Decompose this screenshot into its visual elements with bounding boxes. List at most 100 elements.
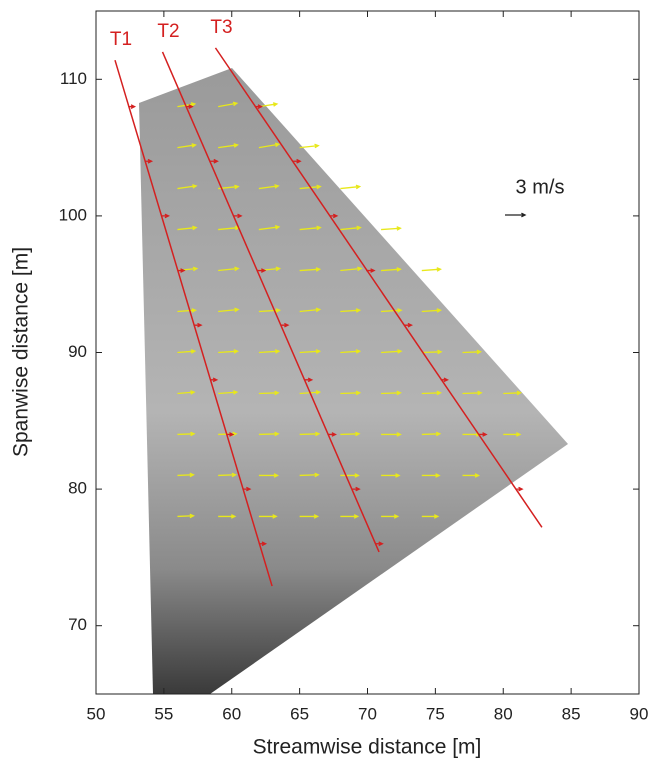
transect-vector (233, 213, 243, 219)
velocity-vector (421, 390, 442, 396)
transect-vector (280, 322, 290, 328)
background-image (139, 68, 568, 694)
velocity-vector (218, 390, 239, 395)
velocity-vector (381, 349, 403, 354)
velocity-vector (177, 184, 198, 190)
velocity-vector (258, 225, 281, 231)
transect-vector (478, 432, 488, 437)
reference-arrow (505, 212, 527, 218)
velocity-vector (258, 308, 282, 313)
y-tick-label: 100 (59, 205, 87, 224)
velocity-vector (340, 473, 360, 478)
x-axis-title: Streamwise distance [m] (253, 736, 482, 759)
transect-vector (305, 377, 314, 383)
velocity-vector (218, 143, 239, 149)
velocity-vector (381, 390, 402, 396)
transect-vector (177, 268, 186, 273)
velocity-vector (218, 349, 239, 354)
velocity-vector (177, 308, 197, 313)
y-tick-label: 90 (68, 342, 87, 361)
velocity-vector (299, 514, 320, 519)
transect-label: T2 (157, 21, 179, 42)
transect-vector (193, 322, 203, 328)
velocity-vector (299, 431, 321, 437)
velocity-vector (177, 349, 197, 354)
velocity-vector (177, 431, 196, 437)
velocity-vector (299, 225, 322, 231)
velocity-vector (462, 349, 483, 355)
reference-label: 3 m/s (516, 176, 565, 198)
velocity-vector (299, 267, 322, 272)
velocity-vector (218, 307, 240, 313)
velocity-vector (340, 225, 362, 231)
transect-vector (185, 104, 194, 109)
transect-line (161, 51, 380, 553)
velocity-vector (258, 184, 280, 190)
transect-vector (366, 268, 376, 273)
transect-vector (257, 268, 267, 273)
velocity-vector (177, 143, 197, 149)
transect-vector (144, 158, 154, 164)
velocity-vector (258, 349, 281, 354)
velocity-vector (340, 184, 362, 190)
transect-vector (375, 541, 384, 547)
x-tick-label: 65 (290, 704, 309, 723)
x-tick-label: 75 (426, 704, 445, 723)
transect-vector (515, 486, 524, 492)
transect-vector (292, 158, 302, 164)
y-tick-label: 70 (68, 615, 87, 634)
x-tick-label: 55 (154, 704, 173, 723)
x-tick-label: 50 (87, 704, 106, 723)
transect-vector (328, 432, 337, 437)
velocity-vector (421, 473, 441, 478)
velocity-vector (421, 514, 440, 519)
x-tick-label: 60 (222, 704, 241, 723)
velocity-vector (421, 308, 442, 313)
velocity-vector (258, 514, 278, 519)
transect-vector (226, 432, 235, 437)
velocity-vector (503, 390, 523, 396)
y-tick-label: 80 (68, 479, 87, 498)
transect-vector (242, 486, 252, 492)
transect-vector (329, 213, 339, 219)
velocity-vector (299, 307, 322, 313)
transect-vector (161, 213, 170, 219)
y-axis-title: Spanwise distance [m] (10, 247, 33, 457)
velocity-vector (258, 473, 280, 478)
transect-vector (254, 104, 263, 109)
velocity-vector (218, 266, 240, 272)
velocity-vector (218, 101, 239, 108)
velocity-vector (381, 432, 402, 437)
velocity-vector (462, 390, 483, 396)
transect-vector (440, 377, 449, 383)
transect-vector (258, 541, 268, 547)
transect-vector (404, 322, 413, 328)
transect-vector (210, 377, 219, 383)
velocity-vector (258, 431, 280, 437)
velocity-vector (381, 267, 402, 272)
velocity-vector (421, 349, 443, 355)
velocity-vector (340, 514, 360, 519)
transect-label: T3 (210, 17, 232, 38)
velocity-vector (503, 432, 522, 437)
velocity-vector (299, 472, 320, 478)
velocity-vector (340, 390, 362, 396)
velocity-vector (340, 308, 362, 313)
velocity-vector (177, 513, 195, 519)
velocity-vector (340, 431, 361, 437)
velocity-vector (381, 514, 400, 519)
transect-line (214, 47, 543, 528)
velocity-vector (381, 226, 402, 231)
velocity-vector (381, 308, 403, 313)
x-tick-label: 90 (630, 704, 649, 723)
velocity-vector (340, 349, 362, 354)
velocity-vector (177, 472, 195, 478)
x-tick-label: 80 (494, 704, 513, 723)
velocity-vector (340, 266, 363, 272)
velocity-vector (177, 225, 198, 231)
velocity-vector (299, 143, 320, 149)
y-tick-label: 110 (60, 69, 87, 88)
velocity-vector (218, 514, 237, 519)
velocity-vector (177, 390, 196, 395)
velocity-vector (258, 390, 280, 396)
